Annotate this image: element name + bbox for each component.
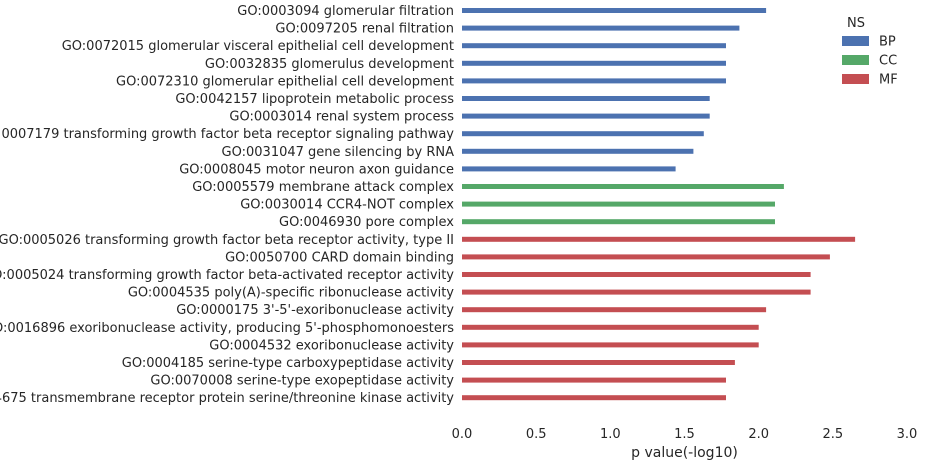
bar-cc: [462, 219, 775, 225]
bar-bp: [462, 113, 710, 119]
x-axis-label: p value(-log10): [631, 445, 738, 461]
category-label: GO:0007179 transforming growth factor be…: [0, 127, 454, 142]
bar-bp: [462, 25, 740, 31]
category-label: GO:0004185 serine-type carboxypeptidase …: [122, 356, 455, 371]
bar-mf: [462, 307, 767, 313]
category-label: GO:0003014 renal system process: [229, 110, 454, 125]
category-label: GO:0072015 glomerular visceral epithelia…: [62, 39, 454, 54]
bar-mf: [462, 395, 726, 401]
legend-swatch-bp: [842, 36, 869, 46]
x-tick-label: 2.0: [748, 427, 769, 442]
bar-mf: [462, 289, 811, 295]
bar-mf: [462, 342, 759, 348]
category-label: GO:0005579 membrane attack complex: [192, 180, 454, 195]
bar-bp: [462, 8, 767, 13]
category-label: GO:0050700 CARD domain binding: [225, 250, 454, 265]
category-label: GO:0030014 CCR4-NOT complex: [240, 198, 454, 213]
category-label: GO:0032835 glomerulus development: [205, 57, 454, 72]
category-label: GO:0005024 transforming growth factor be…: [0, 268, 454, 283]
category-label: GO:0004675 transmembrane receptor protei…: [0, 391, 454, 406]
category-label: GO:0016896 exoribonuclease activity, pro…: [0, 321, 454, 336]
bar-bp: [462, 166, 676, 172]
bar-mf: [462, 377, 726, 383]
category-label: GO:0000175 3'-5'-exoribonuclease activit…: [176, 303, 454, 318]
bar-mf: [462, 324, 759, 330]
x-tick-label: 1.0: [600, 427, 621, 442]
category-label: GO:0004535 poly(A)-specific ribonuclease…: [128, 286, 454, 301]
bars-layer: [462, 8, 856, 401]
category-label: GO:0003094 glomerular filtration: [237, 4, 454, 19]
legend-title: NS: [847, 16, 865, 31]
bar-bp: [462, 60, 726, 66]
bar-mf: [462, 236, 856, 242]
category-label: GO:0005026 transforming growth factor be…: [0, 233, 454, 248]
category-label: GO:0031047 gene silencing by RNA: [222, 145, 455, 160]
x-tick-label: 0.5: [526, 427, 547, 442]
bar-mf: [462, 272, 811, 277]
bar-bp: [462, 43, 726, 49]
bar-cc: [462, 201, 775, 207]
legend-label: MF: [879, 73, 898, 88]
legend: NS BP CC MF: [842, 16, 898, 88]
bar-cc: [462, 184, 784, 189]
bar-mf: [462, 254, 830, 260]
legend-label: BP: [879, 35, 896, 50]
legend-label: CC: [879, 54, 897, 69]
x-tick-label: 0.0: [452, 427, 473, 442]
bar-bp: [462, 78, 726, 84]
bar-bp: [462, 148, 694, 154]
bar-mf: [462, 360, 735, 365]
category-label: GO:0042157 lipoprotein metabolic process: [175, 92, 454, 107]
x-tick-label: 2.5: [822, 427, 843, 442]
category-label: GO:0008045 motor neuron axon guidance: [179, 162, 454, 177]
category-label: GO:0070008 serine-type exopeptidase acti…: [150, 374, 454, 389]
category-label: GO:0004532 exoribonuclease activity: [209, 338, 454, 353]
category-labels: GO:0003094 glomerular filtration GO:00972…: [0, 4, 454, 406]
category-label: GO:0072310 glomerular epithelial cell de…: [116, 74, 454, 89]
bar-bp: [462, 131, 704, 137]
legend-swatch-mf: [842, 74, 869, 84]
x-axis: 0.0 0.5 1.0 1.5 2.0 2.5 3.0: [452, 427, 918, 442]
x-tick-label: 3.0: [897, 427, 918, 442]
legend-swatch-cc: [842, 55, 869, 65]
x-tick-label: 1.5: [674, 427, 695, 442]
category-label: GO:0046930 pore complex: [279, 215, 454, 230]
bar-bp: [462, 96, 710, 101]
category-label: GO:0097205 renal filtration: [275, 22, 454, 37]
